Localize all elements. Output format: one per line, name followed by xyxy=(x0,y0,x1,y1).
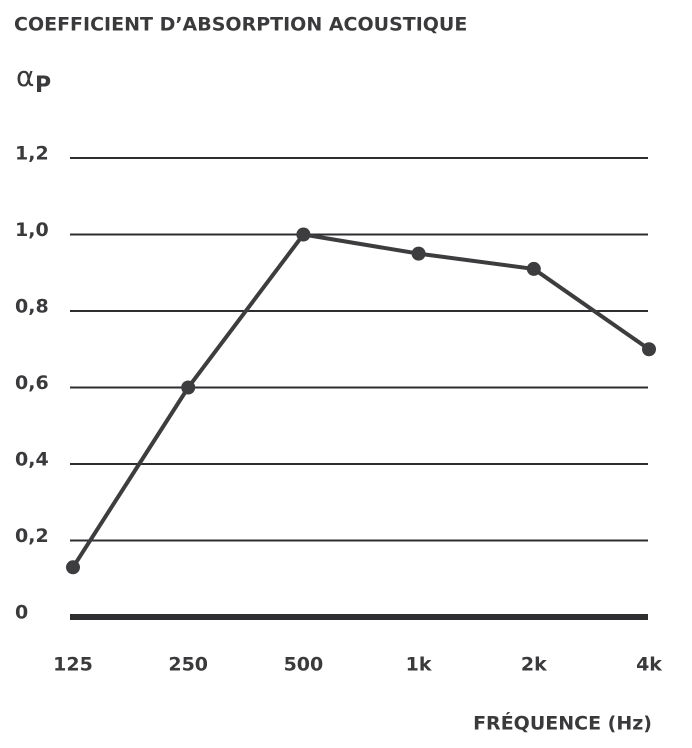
x-tick-label: 500 xyxy=(284,654,324,676)
y-axis-subscript: P xyxy=(35,73,51,98)
y-tick-label: 1,2 xyxy=(15,143,49,165)
data-point xyxy=(296,227,311,242)
x-tick-label: 2k xyxy=(521,654,547,676)
data-point xyxy=(411,246,426,261)
x-tick-label: 250 xyxy=(168,654,208,676)
y-axis-symbol: α xyxy=(16,60,34,93)
y-tick-label: 1,0 xyxy=(15,219,49,241)
data-line xyxy=(71,232,651,569)
y-tick-label: 0,8 xyxy=(15,296,49,318)
data-point xyxy=(66,560,80,575)
data-point xyxy=(181,380,196,395)
y-tick-label: 0,6 xyxy=(15,372,49,394)
x-tick-label: 4k xyxy=(636,654,662,676)
y-tick-label: 0 xyxy=(15,602,28,624)
x-axis-label: FRÉQUENCE (Hz) xyxy=(473,712,652,735)
x-tick-label: 125 xyxy=(53,654,93,676)
y-tick-label: 0,4 xyxy=(15,449,49,471)
chart-title: COEFFICIENT D’ABSORPTION ACOUSTIQUE xyxy=(14,14,467,36)
data-point xyxy=(642,342,656,357)
data-point xyxy=(526,261,541,276)
x-tick-label: 1k xyxy=(406,654,432,676)
y-tick-label: 0,2 xyxy=(15,525,49,547)
